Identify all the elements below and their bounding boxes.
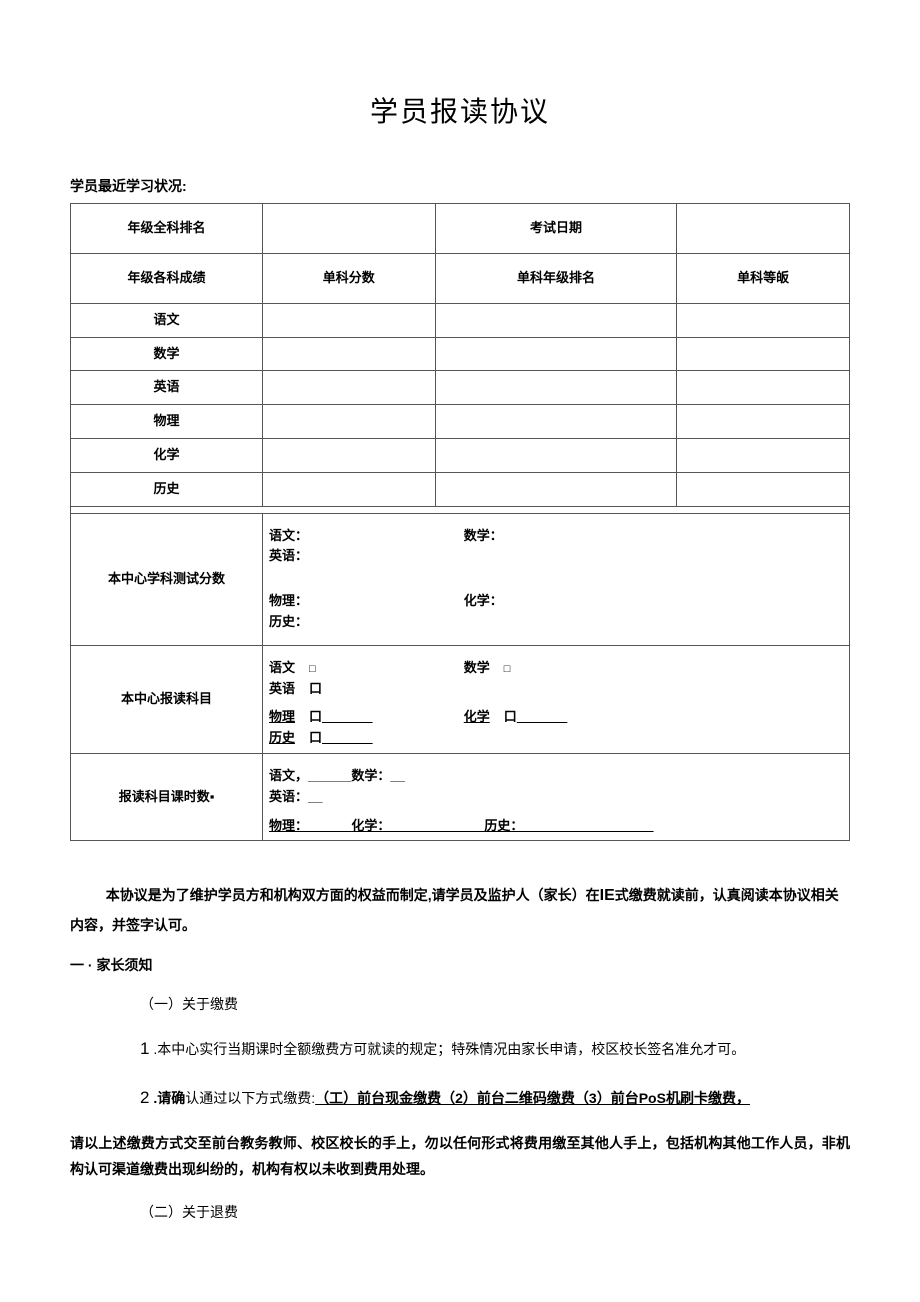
section-1-1-2: 2 .请确认通过以下方式缴费:（工）前台现金缴费（2）前台二维码缴费（3）前台P…: [70, 1082, 850, 1114]
exam-date-value: [677, 204, 850, 254]
field-label: 语文，______: [269, 768, 351, 783]
text: 认通过以下方式缴费:: [185, 1090, 315, 1106]
field-label: 历史：__________________: [484, 818, 653, 833]
table-row: 历史: [71, 472, 850, 506]
cell: [677, 405, 850, 439]
intro-paragraph: 本协议是为了维护学员方和机构双方面的权益而制定,请学员及监护人（家长）在IE式缴…: [70, 881, 850, 938]
cell: [435, 337, 677, 371]
field-label: 历史: [269, 730, 295, 745]
table-row: 数学: [71, 337, 850, 371]
checkbox-icon: 口: [504, 707, 517, 728]
table-row: 本中心报读科目 语文□ 数学□ 英语口: [71, 645, 850, 703]
test-score-row1: 语文： 数学： 英语：: [262, 513, 849, 579]
body-text: 本协议是为了维护学员方和机构双方面的权益而制定,请学员及监护人（家长）在IE式缴…: [70, 881, 850, 1225]
cell: [435, 438, 677, 472]
cell: [262, 371, 435, 405]
field-label: 物理：: [269, 593, 308, 608]
section-1-1-3: 请以上述缴费方式交至前台教务教师、校区校长的手上，勿以任何形式将费用缴至其他人手…: [70, 1130, 850, 1183]
table-row: 报读科目课时数▪ 语文，______数学：__ 英语：__: [71, 753, 850, 811]
subject-scores-label: 年级各科成绩: [71, 253, 263, 303]
field-label: 化学：_____________: [351, 818, 484, 833]
center-test-score-label: 本中心学科测试分数: [71, 513, 263, 645]
checkbox-icon: 口: [309, 707, 322, 728]
cell: [262, 405, 435, 439]
section-1-heading: 一 · 家长须知: [70, 954, 850, 976]
cell: [677, 438, 850, 472]
cell: [435, 303, 677, 337]
table-row: 语文: [71, 303, 850, 337]
table-row: 英语: [71, 371, 850, 405]
text: .本中心实行当期课时全额缴费方可就读的规定；特殊情况由家长申请，校区校长签名准允…: [149, 1041, 745, 1057]
student-status-table: 年级全科排名 考试日期 年级各科成绩 单科分数 单科年级排名 单科等皈 语文 数…: [70, 203, 850, 841]
cell: [435, 472, 677, 506]
text: .请确: [149, 1090, 185, 1106]
grade-rank-value: [262, 204, 435, 254]
field-label: 语文: [269, 660, 295, 675]
cell: [677, 371, 850, 405]
field-label: 历史：: [269, 614, 308, 629]
table-row: 年级各科成绩 单科分数 单科年级排名 单科等皈: [71, 253, 850, 303]
enroll-subjects-label: 本中心报读科目: [71, 645, 263, 753]
field-label: 物理: [269, 709, 295, 724]
field-label: 化学: [464, 709, 490, 724]
cell: [262, 472, 435, 506]
cell: [435, 371, 677, 405]
checkbox-icon: □: [504, 661, 511, 679]
test-score-row2: 物理： 化学： 历史：: [262, 579, 849, 645]
field-label: 数学: [464, 660, 490, 675]
checkbox-icon: 口: [309, 728, 322, 749]
table-row: 化学: [71, 438, 850, 472]
field-label: 数学：__: [351, 768, 404, 783]
field-label: 物理：______: [269, 818, 351, 833]
hours-row1: 语文，______数学：__ 英语：__: [262, 753, 849, 811]
single-grade-label: 单科等皈: [677, 253, 850, 303]
subject-label: 历史: [71, 472, 263, 506]
cell: [677, 337, 850, 371]
grade-rank-label: 年级全科排名: [71, 204, 263, 254]
cell: [435, 405, 677, 439]
subject-label: 物理: [71, 405, 263, 439]
subject-label: 英语: [71, 371, 263, 405]
cell: [677, 472, 850, 506]
section-1-1-1: 1 .本中心实行当期课时全额缴费方可就读的规定；特殊情况由家长申请，校区校长签名…: [70, 1033, 850, 1065]
field-label: 语文：: [269, 528, 308, 543]
doc-title: 学员报读协议: [70, 90, 850, 135]
field-label: 英语: [269, 681, 295, 696]
cell: [262, 303, 435, 337]
table-row: 年级全科排名 考试日期: [71, 204, 850, 254]
field-label: 化学：: [464, 593, 503, 608]
table-spacer: [71, 506, 850, 513]
checkbox-icon: □: [309, 661, 316, 679]
subject-label: 化学: [71, 438, 263, 472]
single-rank-label: 单科年级排名: [435, 253, 677, 303]
section-1-2-heading: （二）关于退费: [70, 1199, 850, 1226]
field-label: 数学：: [464, 528, 503, 543]
checkbox-icon: 口: [309, 679, 322, 700]
cell: [262, 438, 435, 472]
section-1-1-heading: （一）关于缴费: [70, 991, 850, 1018]
field-label: 英语：__: [269, 789, 322, 804]
enroll-row2: 物理口 化学口 历史口: [262, 703, 849, 753]
exam-date-label: 考试日期: [435, 204, 677, 254]
enroll-hours-label: 报读科目课时数▪: [71, 753, 263, 840]
status-heading: 学员最近学习状况:: [70, 175, 850, 197]
hours-row2: 物理：______化学：_____________历史：____________…: [262, 812, 849, 841]
text: IE: [600, 887, 615, 904]
enroll-row1: 语文 □ 数学 □ 英语口: [262, 645, 849, 703]
table-row: 本中心学科测试分数 语文： 数学： 英语：: [71, 513, 850, 579]
cell: [677, 303, 850, 337]
text: 本协议是为了维护学员方和机构双方面的权益而制定,请学员及监护人（家长）在: [106, 887, 600, 903]
subject-label: 语文: [71, 303, 263, 337]
single-score-label: 单科分数: [262, 253, 435, 303]
cell: [262, 337, 435, 371]
table-row: 物理: [71, 405, 850, 439]
text: （工）前台现金缴费（2）前台二维码缴费（3）前台PoS机刷卡缴费，: [315, 1090, 750, 1106]
subject-label: 数学: [71, 337, 263, 371]
field-label: 英语：: [269, 548, 308, 563]
